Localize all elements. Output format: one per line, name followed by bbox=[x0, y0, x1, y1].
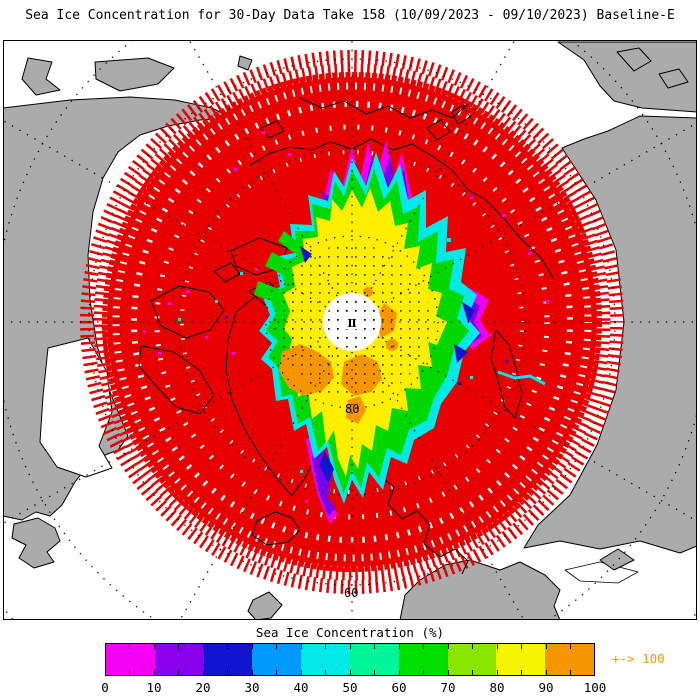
coast-iceland bbox=[251, 511, 301, 546]
colorbar-title: Sea Ice Concentration (%) bbox=[255, 625, 445, 640]
coast-novaya-zemlya bbox=[490, 329, 523, 419]
colorbar-tick-label: 50 bbox=[342, 680, 358, 695]
colorbar-tick-label: 60 bbox=[391, 680, 407, 695]
latitude-labels: 80 60 bbox=[344, 402, 359, 600]
ice-blue-accent-1 bbox=[462, 302, 475, 323]
colorbar-segment bbox=[349, 644, 399, 675]
ice-purple-south bbox=[312, 436, 336, 516]
colorbar bbox=[105, 643, 595, 676]
lat-label-80: 80 bbox=[345, 402, 359, 416]
ice-blue-accent-4 bbox=[300, 246, 312, 263]
colorbar-tick-label: 30 bbox=[244, 680, 260, 695]
data-fringe-outer bbox=[80, 50, 624, 594]
pole-hole: Ⅱ bbox=[323, 293, 381, 351]
coast-siberia bbox=[248, 138, 554, 279]
map-border bbox=[3, 40, 697, 620]
colorbar-segment bbox=[545, 644, 594, 675]
island-newfoundland bbox=[11, 517, 61, 569]
colorbar-tick-label: 70 bbox=[440, 680, 456, 695]
colorbar-tick-label: 20 bbox=[195, 680, 211, 695]
island-bottomright bbox=[599, 548, 635, 571]
colorbar-tick-label: 10 bbox=[146, 680, 162, 695]
page-title: Sea Ice Concentration for 30-Day Data Ta… bbox=[25, 8, 675, 23]
polar-map: Ⅱ 80 60 bbox=[3, 40, 697, 620]
island-britain bbox=[247, 591, 283, 620]
coast-baffin-island bbox=[138, 345, 215, 415]
coast-kola bbox=[377, 474, 469, 575]
colorbar-segment bbox=[398, 644, 448, 675]
pole-symbol: Ⅱ bbox=[347, 317, 356, 330]
colorbar-segment bbox=[154, 644, 204, 675]
land-alaska bbox=[557, 41, 697, 113]
colorbar-segment bbox=[252, 644, 302, 675]
island-topleft-2 bbox=[94, 57, 175, 92]
island-topright-2 bbox=[658, 68, 689, 89]
island-topleft-1 bbox=[21, 57, 61, 96]
colorbar-segment bbox=[301, 644, 350, 675]
colorbar-overflow-label: +-> 100 bbox=[612, 651, 665, 666]
lat-label-60: 60 bbox=[344, 586, 358, 600]
island-topright-1 bbox=[616, 47, 652, 72]
ice-cyan-specks bbox=[432, 224, 451, 242]
coast-severnaya-1 bbox=[426, 119, 451, 141]
colorbar-segment bbox=[496, 644, 546, 675]
coast-alaska bbox=[299, 97, 469, 119]
river-streak bbox=[497, 370, 546, 386]
colorbar-segment bbox=[447, 644, 497, 675]
coast-banks bbox=[150, 285, 225, 339]
ice-blue-accent-2 bbox=[454, 344, 468, 363]
island-topleft-3 bbox=[237, 55, 253, 71]
colorbar-tick-label: 80 bbox=[489, 680, 505, 695]
land-layer bbox=[3, 41, 697, 620]
graticule-layer bbox=[3, 40, 697, 620]
ice-blue-accent-3 bbox=[319, 452, 334, 483]
colorbar-tick-labels: 0 10 20 30 40 50 60 70 80 90 100 bbox=[101, 680, 606, 695]
colorbar-tick-label: 0 bbox=[101, 680, 109, 695]
coast-wrangel bbox=[260, 120, 285, 139]
colorbar-tick-label: 100 bbox=[583, 680, 607, 695]
colorbar-tick-label: 40 bbox=[293, 680, 309, 695]
colorbar-tick-label: 90 bbox=[538, 680, 554, 695]
data-fringe-mid bbox=[93, 63, 611, 581]
data-gap-texture bbox=[112, 82, 592, 562]
colorbar-segment bbox=[203, 644, 253, 675]
colorbar-segment bbox=[106, 644, 155, 675]
